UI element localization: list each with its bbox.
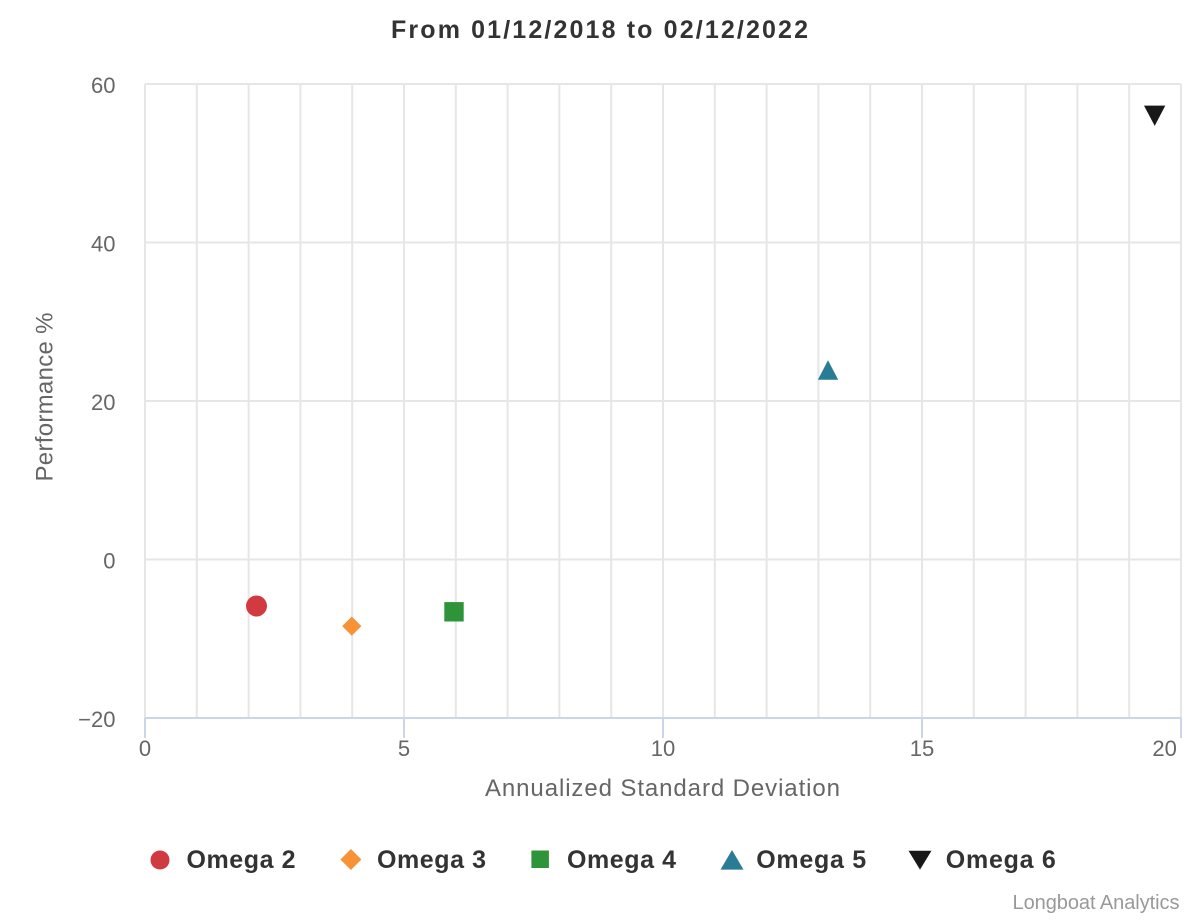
svg-text:20: 20 bbox=[91, 390, 115, 415]
svg-text:10: 10 bbox=[651, 736, 675, 761]
svg-text:Omega 3: Omega 3 bbox=[377, 846, 486, 874]
svg-text:0: 0 bbox=[103, 549, 115, 574]
svg-text:Omega 4: Omega 4 bbox=[567, 846, 676, 874]
svg-text:Performance %: Performance % bbox=[32, 313, 59, 482]
svg-text:15: 15 bbox=[910, 736, 934, 761]
svg-text:Omega 2: Omega 2 bbox=[187, 846, 296, 874]
svg-text:Omega 5: Omega 5 bbox=[756, 846, 866, 874]
svg-text:Longboat Analytics: Longboat Analytics bbox=[1013, 892, 1180, 914]
svg-text:−20: −20 bbox=[78, 707, 115, 732]
svg-text:0: 0 bbox=[139, 736, 151, 761]
svg-text:Annualized Standard Deviation: Annualized Standard Deviation bbox=[485, 775, 840, 802]
svg-text:Omega 6: Omega 6 bbox=[946, 846, 1056, 874]
svg-text:40: 40 bbox=[91, 232, 115, 257]
svg-text:60: 60 bbox=[91, 73, 115, 98]
svg-text:5: 5 bbox=[398, 736, 410, 761]
svg-text:20: 20 bbox=[1152, 736, 1176, 761]
